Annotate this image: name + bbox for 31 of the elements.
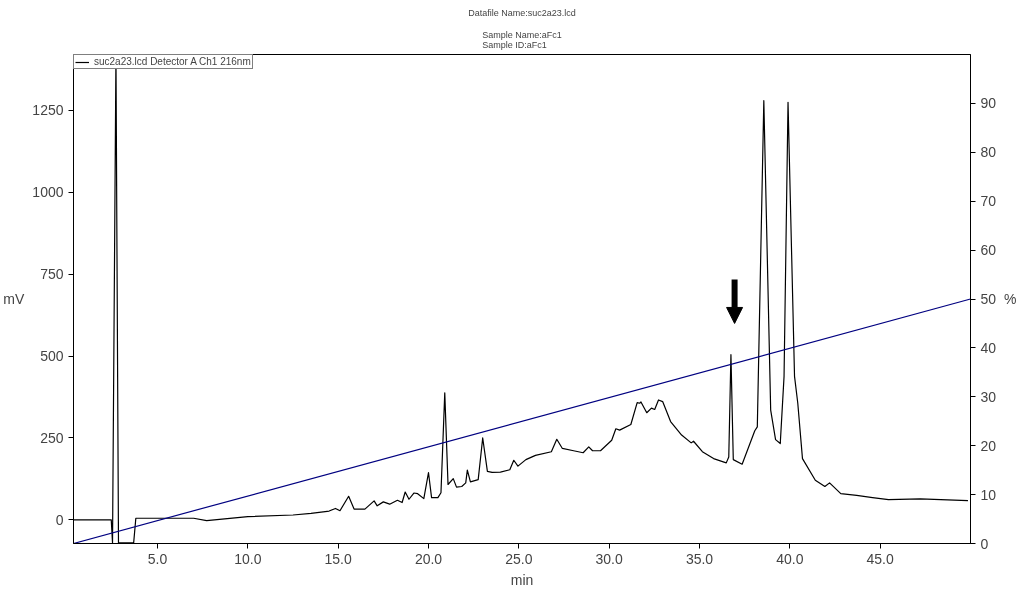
x-tick-label: 10.0	[234, 550, 262, 567]
x-tick-label: 35.0	[685, 550, 714, 567]
y2-axis-title: %	[1004, 291, 1017, 307]
y-tick-label: 0	[55, 511, 64, 528]
y2-tick-label: 50	[980, 291, 997, 307]
x-tick-label: 25.0	[505, 550, 533, 567]
y-axis-title: mV	[3, 291, 26, 307]
text: suc2a23.lcd Detector A Ch1 216nm	[94, 56, 251, 67]
y2-tick-label: 60	[980, 242, 997, 259]
y2-tick-label: 20	[980, 437, 997, 454]
x-tick-label: 30.0	[595, 550, 624, 567]
y2-tick-label: 90	[980, 95, 997, 112]
y2-tick-label: 0	[980, 535, 989, 552]
x-tick-label: 15.0	[324, 550, 353, 567]
x-axis-title: min	[510, 571, 534, 588]
chart-title: Datafile Name:suc2a23.lcd	[468, 7, 576, 18]
y-tick-label: 1000	[32, 184, 64, 201]
x-tick-label: 20.0	[414, 550, 443, 567]
y2-tick-label: 80	[980, 144, 997, 161]
y2-tick-label: 70	[980, 193, 997, 210]
x-tick-label: 40.0	[776, 550, 804, 567]
y-tick-label: 250	[40, 429, 64, 446]
x-tick-label: 45.0	[866, 550, 895, 567]
y2-tick-label: 10	[980, 486, 997, 503]
y-tick-label: 1250	[32, 102, 64, 119]
y-tick-label: 500	[40, 348, 64, 365]
y2-tick-label: 30	[980, 388, 997, 405]
chart-subtitle: Sample Name:aFc1 Sample ID:aFc1	[482, 29, 562, 50]
y2-tick-label: 40	[980, 339, 997, 356]
y-tick-label: 750	[40, 266, 64, 283]
x-tick-label: 5.0	[147, 550, 168, 567]
